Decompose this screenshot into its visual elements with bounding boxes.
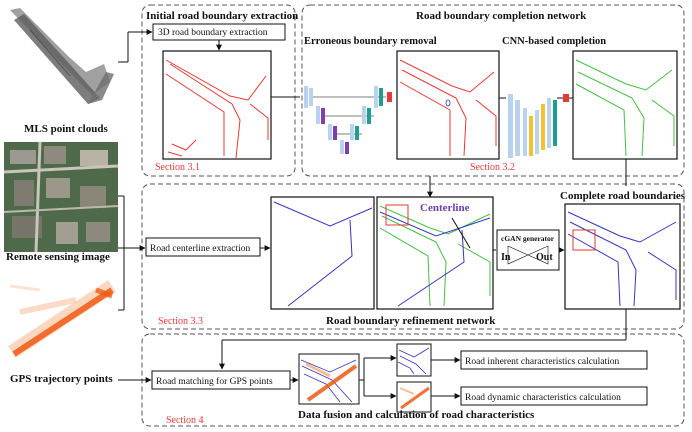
section-3-3-container [141,183,685,330]
gps-label: GPS trajectory points [10,373,113,385]
inherent-image [396,343,432,377]
completion-title: Road boundary completion network [416,10,587,22]
dynamic-image [396,381,432,413]
cgan-generator [496,229,560,271]
centerline-label: Centerline [420,202,470,214]
inherent-label: Road inherent characteristics calculatio… [465,357,620,367]
section-3-1-label: Section 3.1 [155,162,200,173]
complete-title: Complete road boundaries [560,190,686,202]
cnn-output-image [572,50,678,160]
centerline-image [270,196,375,310]
remote-label: Remote sensing image [6,251,110,263]
initial-title: Initial road boundary extraction [146,10,298,22]
cnn-title: CNN-based completion [502,36,606,47]
cgan-label: cGAN generator [501,234,555,243]
cgan-out-label: Out [536,252,553,263]
centerline-box-label: Road centerline extraction [150,244,250,254]
mls-label: MLS point clouds [24,123,108,135]
cgan-in-label: In [501,252,511,263]
section-3-1-container [141,4,296,177]
inherent-box [460,350,648,370]
dynamic-box [460,386,648,406]
mls-point-cloud-image [4,4,118,122]
section-3-2-container [301,4,685,177]
matching-label: Road matching for GPS points [156,376,273,387]
complete-boundary-image [564,203,681,310]
section-3-3-label: Section 3.3 [158,316,203,327]
fused-boundary-image [376,196,494,310]
gps-trajectory-image [4,266,118,368]
remote-sensing-image [3,141,119,253]
refinement-title: Road boundary refinement network [326,315,496,327]
section-3-2-label: Section 3.2 [470,162,515,173]
section-4-label: Section 4 [166,415,204,426]
fusion-image [298,353,360,405]
box-3d-label: 3D road boundary extraction [158,28,268,38]
erroneous-title: Erroneous boundary removal [304,36,437,47]
unet-removal-network [304,86,392,154]
dynamic-label: Road dynamic characteristics calculation [465,393,621,403]
removal-output-image [396,50,500,160]
fusion-title: Data fusion and calculation of road char… [298,409,535,421]
centerline-extraction-box [145,237,261,257]
initial-boundary-image [162,50,272,160]
cnn-completion-network [499,94,574,158]
